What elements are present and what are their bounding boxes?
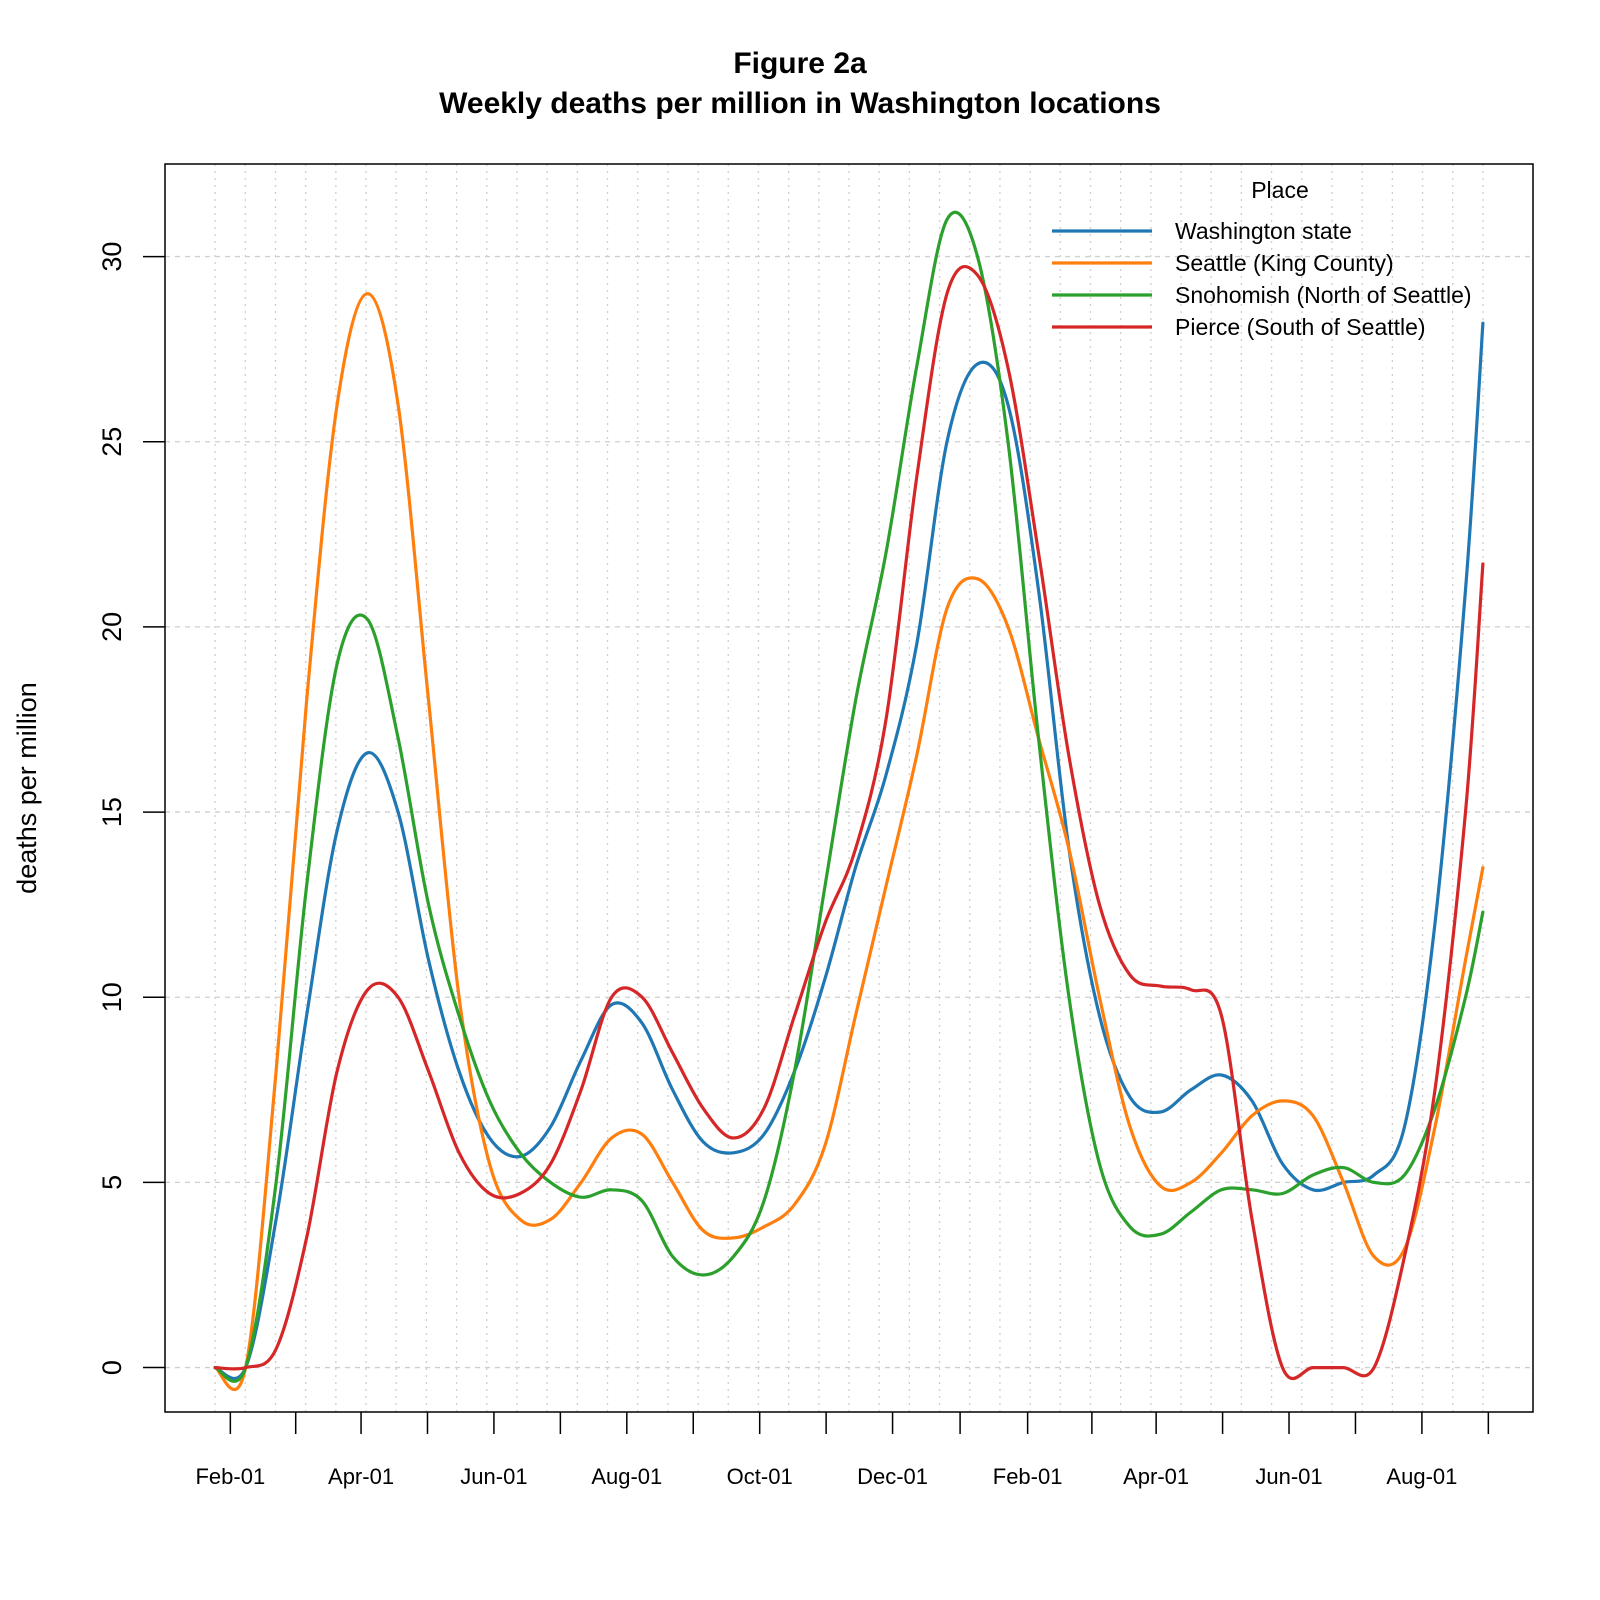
y-tick-label: 5: [97, 1175, 127, 1190]
legend: Place Washington state Seattle (King Coun…: [1052, 177, 1472, 340]
series-line-2: [213, 292, 1485, 1391]
y-tick-label: 15: [97, 797, 127, 827]
legend-label: Snohomish (North of Seattle): [1175, 282, 1472, 308]
series-line-4: [213, 265, 1485, 1381]
x-tick-label: Apr-01: [328, 1464, 394, 1489]
y-axis: 0 5 10 15 20 25 30: [97, 242, 165, 1375]
x-tick-label: Apr-01: [1123, 1464, 1189, 1489]
y-tick-label: 30: [97, 242, 127, 272]
plot-frame: [164, 163, 1534, 1413]
legend-title: Place: [1251, 177, 1309, 203]
y-tick-label: 25: [97, 427, 127, 457]
series-line-3: [213, 210, 1485, 1383]
chart-title: Figure 2a: [733, 47, 867, 80]
legend-label: Seattle (King County): [1175, 250, 1394, 276]
chart-title-block: Figure 2a Weekly deaths per million in W…: [0, 44, 1600, 124]
y-tick-label: 20: [97, 612, 127, 642]
legend-label: Washington state: [1175, 218, 1352, 244]
series-line-1: [213, 321, 1485, 1381]
x-tick-label: Dec-01: [857, 1464, 928, 1489]
x-tick-label: Oct-01: [727, 1464, 793, 1489]
x-tick-label: Aug-01: [591, 1464, 662, 1489]
y-tick-label: 10: [97, 982, 127, 1012]
y-axis-label: deaths per million: [12, 682, 42, 894]
x-tick-label: Feb-01: [993, 1464, 1063, 1489]
series-lines: [213, 210, 1485, 1391]
chart-subtitle: Weekly deaths per million in Washington …: [439, 87, 1161, 120]
x-tick-label: Jun-01: [1255, 1464, 1322, 1489]
x-tick-label: Jun-01: [460, 1464, 527, 1489]
grid-lines: [165, 164, 1533, 1412]
x-tick-label: Aug-01: [1386, 1464, 1457, 1489]
legend-label: Pierce (South of Seattle): [1175, 314, 1426, 340]
x-axis: Feb-01 Apr-01 Jun-01 Aug-01 Oct-01 Dec-01 Feb-…: [195, 1412, 1490, 1489]
x-tick-label: Feb-01: [195, 1464, 265, 1489]
y-tick-label: 0: [97, 1360, 127, 1375]
